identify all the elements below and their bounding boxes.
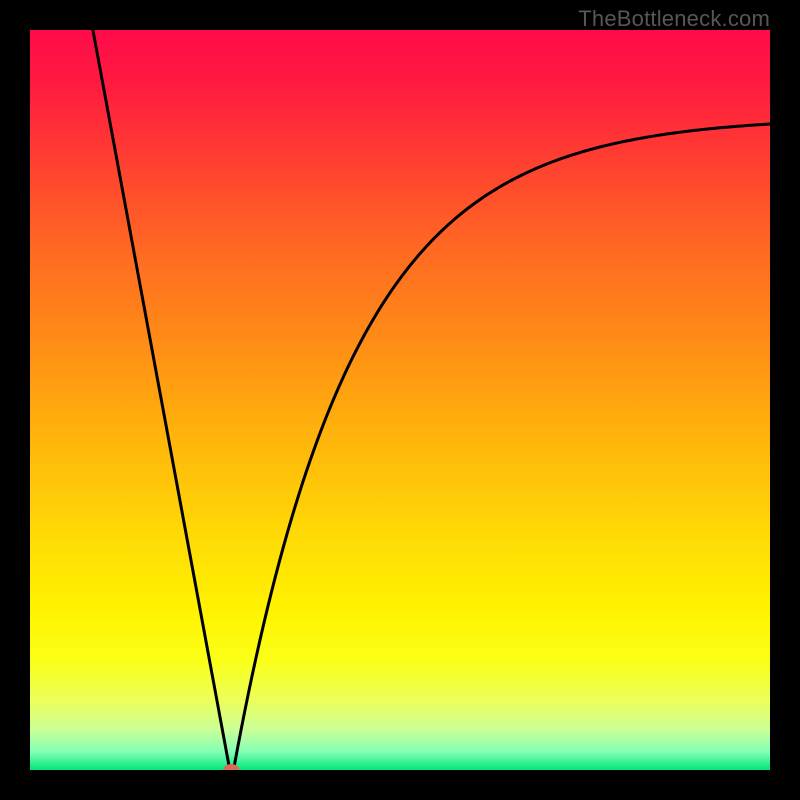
optimum-marker [223,764,239,770]
plot-area [30,30,770,770]
curve-left-branch [93,30,230,770]
watermark-text: TheBottleneck.com [578,6,770,32]
curve-right-branch [234,124,771,770]
chart-frame: TheBottleneck.com [0,0,800,800]
bottleneck-curve [30,30,770,770]
